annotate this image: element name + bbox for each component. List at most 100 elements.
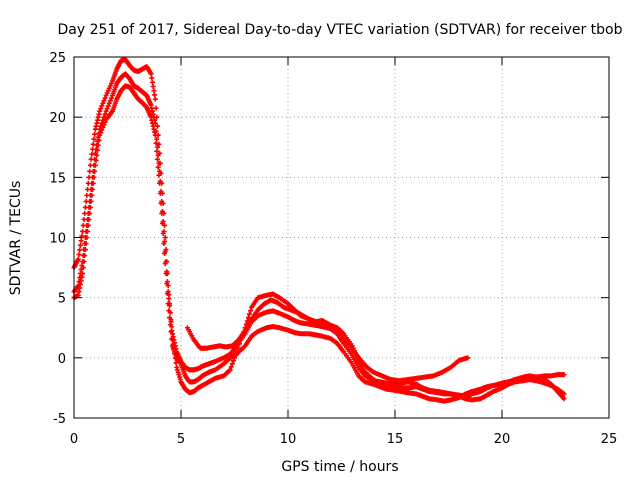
data-point-marker [158, 200, 164, 206]
series-trace-4 [184, 297, 471, 384]
data-point-marker [156, 141, 162, 147]
data-point-marker [155, 164, 161, 170]
data-point-marker [149, 75, 155, 81]
data-point-marker [229, 361, 235, 367]
data-point-marker [108, 95, 114, 101]
data-point-marker [93, 157, 99, 163]
data-point-marker [230, 358, 236, 364]
y-axis-label: SDTVAR / TECUs [8, 181, 24, 296]
data-point-marker [228, 364, 234, 370]
data-point-marker [91, 174, 97, 180]
data-point-marker [80, 271, 86, 277]
data-point-marker [82, 247, 88, 253]
data-point-marker [102, 119, 108, 125]
data-point-marker [87, 204, 93, 210]
data-point-marker [157, 180, 163, 186]
data-point-marker [95, 142, 101, 148]
data-point-marker [248, 308, 254, 314]
data-point-marker [92, 162, 98, 168]
data-point-marker [150, 83, 156, 89]
data-point-marker [154, 123, 160, 129]
data-point-marker [86, 216, 92, 222]
data-point-marker [98, 130, 104, 136]
data-point-marker [160, 230, 166, 236]
x-tick-label: 25 [601, 432, 618, 447]
data-point-marker [165, 301, 171, 307]
series-trace-2 [71, 71, 567, 403]
data-point-marker [159, 210, 165, 216]
data-point-marker [92, 168, 98, 174]
data-point-marker [98, 106, 104, 112]
data-point-marker [152, 92, 158, 98]
data-point-marker [159, 220, 165, 226]
data-point-marker [152, 96, 158, 102]
data-point-marker [90, 141, 96, 147]
data-point-marker [164, 291, 170, 297]
y-tick-label: 15 [49, 171, 66, 186]
data-point-marker [161, 241, 167, 247]
x-tick-label: 5 [177, 432, 185, 447]
data-point-marker [561, 372, 567, 378]
data-point-marker [99, 127, 105, 133]
data-point-marker [100, 124, 106, 130]
data-point-marker [162, 261, 168, 267]
data-point-marker [84, 235, 90, 240]
data-point-marker [169, 336, 175, 342]
data-point-marker [167, 315, 173, 321]
data-point-marker [465, 355, 471, 361]
data-point-marker [101, 122, 107, 128]
data-point-marker [77, 247, 83, 253]
data-point-marker [101, 98, 107, 104]
data-point-marker [168, 329, 174, 335]
data-point-marker [173, 360, 179, 366]
data-point-marker [85, 222, 91, 228]
chart-title: Day 251 of 2017, Sidereal Day-to-day VTE… [57, 22, 622, 38]
axis-ticks: 0 5 10 15 20 25 -5 0 5 10 15 20 25 [49, 51, 617, 447]
data-point-marker [154, 156, 160, 162]
data-point-marker [75, 256, 81, 262]
data-point-marker [88, 198, 94, 204]
y-tick-label: 0 [58, 352, 66, 367]
y-tick-label: -5 [53, 412, 66, 427]
x-tick-label: 15 [387, 432, 404, 447]
data-point-marker [77, 242, 83, 248]
data-point-marker [78, 238, 84, 244]
data-point-marker [166, 308, 172, 314]
data-point-marker [151, 88, 157, 94]
x-tick-label: 10 [280, 432, 297, 447]
data-point-marker [81, 259, 87, 265]
y-tick-label: 10 [49, 232, 66, 247]
x-axis-label: GPS time / hours [281, 459, 398, 475]
y-tick-label: 20 [49, 111, 66, 126]
data-point-marker [94, 152, 100, 158]
data-point-marker [83, 241, 89, 247]
data-point-marker [102, 111, 108, 117]
data-point-marker [163, 271, 169, 277]
data-point-marker [245, 315, 251, 321]
data-point-marker [95, 147, 101, 153]
data-point-marker [156, 172, 162, 178]
data-point-marker [152, 132, 158, 138]
data-point-marker [164, 281, 170, 287]
data-point-marker [561, 396, 567, 402]
data-point-marker [90, 186, 96, 192]
data-point-marker [80, 265, 86, 271]
data-point-marker [89, 151, 95, 157]
data-point-marker [149, 79, 155, 85]
data-series [71, 56, 567, 404]
data-point-marker [107, 98, 113, 104]
data-point-marker [102, 95, 108, 101]
y-tick-label: 5 [58, 292, 66, 307]
data-point-marker [99, 103, 105, 109]
x-tick-label: 0 [70, 432, 78, 447]
series-trace-3 [71, 83, 567, 404]
data-point-marker [96, 137, 102, 143]
data-point-marker [97, 108, 103, 114]
data-point-marker [105, 103, 111, 109]
y-tick-label: 25 [49, 51, 66, 66]
data-point-marker [103, 108, 109, 114]
data-point-marker [162, 251, 168, 257]
data-point-marker [85, 228, 91, 234]
data-point-marker [104, 106, 110, 112]
